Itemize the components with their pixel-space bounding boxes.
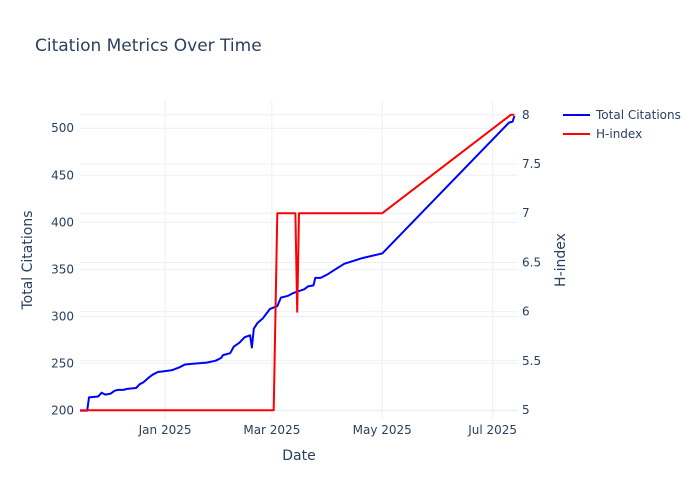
y-right-tick-label: 5.5 xyxy=(522,354,541,368)
y-right-axis-title: H-index xyxy=(553,233,569,287)
series-line-h-index xyxy=(80,113,515,412)
y-right-tick-label: 8 xyxy=(522,108,530,122)
y-left-axis-title: Total Citations xyxy=(20,211,36,311)
y-right-tick-label: 7 xyxy=(522,206,530,220)
y-left-tick-label: 250 xyxy=(51,357,74,371)
y-left-tick-label: 400 xyxy=(51,215,74,229)
y-left-tick-label: 200 xyxy=(51,404,74,418)
series-line-total-citations xyxy=(80,115,516,412)
y-right-tick-label: 5 xyxy=(522,403,530,417)
chart-title: Citation Metrics Over Time xyxy=(35,36,262,56)
y-left-tick-label: 450 xyxy=(51,168,74,182)
y-left-tick-label: 300 xyxy=(51,309,74,323)
x-axis-title: Date xyxy=(282,448,315,464)
x-tick-label: Mar 2025 xyxy=(243,423,300,437)
y-right-tick-label: 7.5 xyxy=(522,157,541,171)
legend-label: Total Citations xyxy=(595,108,681,122)
legend: Total Citations H-index xyxy=(563,108,681,141)
y-right-tick-label: 6.5 xyxy=(522,255,541,269)
legend-label: H-index xyxy=(596,127,642,141)
ticks-group: 200 250 300 350 400 450 500 5 5.5 6 6.5 7 7.5 8 Jan 20… xyxy=(51,108,541,437)
x-tick-label: Jan 2025 xyxy=(138,423,192,437)
x-tick-label: Jul 2025 xyxy=(467,423,517,437)
y-right-tick-label: 6 xyxy=(522,305,530,319)
y-left-tick-label: 500 xyxy=(51,121,74,135)
x-tick-label: May 2025 xyxy=(353,423,412,437)
y-left-tick-label: 350 xyxy=(51,262,74,276)
series-group xyxy=(80,113,516,412)
